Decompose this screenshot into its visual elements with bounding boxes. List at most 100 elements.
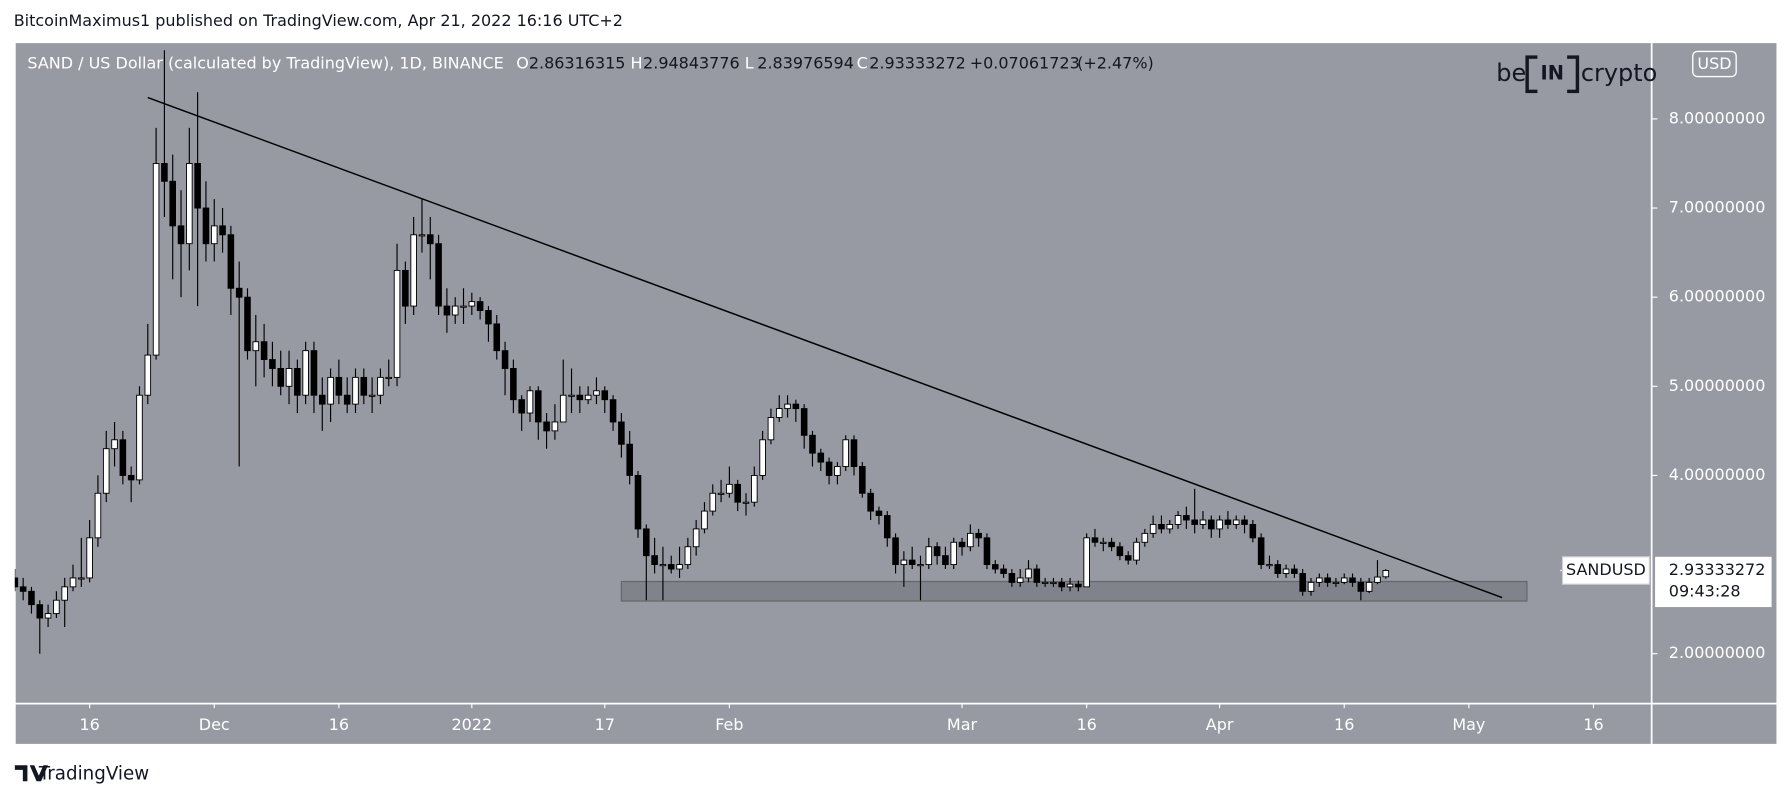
- candle-body: [1208, 519, 1215, 530]
- candle-body: [111, 439, 118, 450]
- candle-body: [310, 350, 318, 396]
- x-tick-label: Mar: [947, 715, 978, 734]
- candle-body: [651, 555, 658, 566]
- candle-body: [136, 394, 143, 481]
- candle-body: [925, 546, 933, 566]
- candle-body: [1382, 570, 1390, 578]
- candle-body: [576, 394, 584, 401]
- candle-body: [510, 368, 517, 401]
- candle-body: [933, 546, 941, 557]
- candle-body: [726, 483, 733, 494]
- candle-body: [825, 461, 833, 476]
- candle-body: [1116, 546, 1124, 557]
- candle-body: [327, 376, 334, 405]
- watermark: be IN crypto: [1496, 52, 1658, 96]
- candle-body: [269, 359, 276, 369]
- candle-body: [1133, 541, 1140, 561]
- candle-body: [1257, 537, 1265, 566]
- candle-body: [451, 305, 459, 316]
- currency-button[interactable]: [1692, 50, 1737, 78]
- trendline: [147, 96, 1503, 599]
- candle-body: [1191, 519, 1198, 525]
- candle-body: [543, 421, 550, 432]
- watermark-text: crypto: [1581, 59, 1658, 87]
- candle-body: [285, 368, 293, 387]
- candle-body: [535, 390, 542, 423]
- candle-body: [1291, 568, 1298, 574]
- support-zone: [620, 580, 1528, 602]
- legend-field-label: L: [745, 53, 754, 72]
- currency-button-label[interactable]: USD: [1697, 54, 1731, 73]
- candle-body: [277, 368, 285, 387]
- candle-body: [900, 559, 908, 566]
- legend-field-label: H: [631, 53, 643, 72]
- tradingview-logo: TradingView: [14, 763, 149, 784]
- candle-body: [908, 559, 916, 566]
- candle-body: [975, 532, 982, 539]
- candle-body: [709, 492, 717, 512]
- candle-body: [343, 394, 351, 405]
- candle-body: [1174, 515, 1182, 525]
- legend-field-value: 2.93333272: [869, 53, 966, 72]
- y-tick-label: 7.00000000: [1669, 198, 1766, 217]
- candle-body: [983, 537, 991, 566]
- legend-field-value: 2.86316315: [529, 53, 626, 72]
- legend-field-label: C: [857, 53, 868, 72]
- candle-body: [1349, 577, 1356, 583]
- y-tick-label: 6.00000000: [1669, 287, 1766, 306]
- logo-icon: [14, 765, 48, 782]
- candle-body: [1025, 568, 1032, 579]
- candle-body: [1282, 568, 1290, 574]
- candle-body: [1050, 581, 1057, 584]
- candle-body: [119, 439, 127, 476]
- candle-body: [1166, 523, 1174, 530]
- candle-body: [1066, 583, 1074, 588]
- candle-body: [177, 225, 185, 245]
- candle-body: [559, 394, 567, 423]
- candle-body: [294, 368, 301, 396]
- x-tick-label: 16: [1334, 715, 1354, 734]
- candle-body: [1374, 576, 1381, 583]
- candle-body: [593, 390, 600, 396]
- candle-body: [102, 448, 110, 494]
- candle-body: [792, 403, 800, 410]
- price-tag-name: SANDUSD: [1566, 560, 1646, 579]
- candle-body: [1224, 519, 1232, 525]
- candle-body: [1108, 541, 1115, 548]
- price-tag-countdown: 09:43:28: [1669, 582, 1741, 601]
- candle-body: [784, 403, 791, 410]
- candle-body: [618, 421, 625, 445]
- candle-body: [426, 234, 434, 245]
- candle-body: [634, 474, 642, 530]
- candle-body: [476, 301, 484, 312]
- candle-body: [1008, 573, 1016, 583]
- candle-body: [36, 604, 44, 619]
- candle-body: [526, 390, 534, 414]
- candle-body: [377, 376, 384, 396]
- candle-body: [61, 586, 68, 601]
- candle-body: [14, 577, 19, 588]
- candle-body: [1332, 581, 1340, 584]
- x-tick-label: Apr: [1206, 715, 1234, 734]
- candle-body: [859, 466, 866, 494]
- candle-body: [169, 180, 176, 227]
- candle-body: [817, 452, 825, 463]
- x-tick-label: 16: [329, 715, 349, 734]
- candle-body: [1357, 581, 1365, 592]
- candle-body: [402, 269, 409, 307]
- candle-body: [1183, 515, 1190, 521]
- candle-body: [335, 376, 343, 396]
- candle-body: [202, 207, 210, 245]
- x-tick-label: 2022: [451, 715, 492, 734]
- candle-body: [809, 434, 816, 454]
- candle-body: [1232, 519, 1240, 525]
- candle-body: [44, 613, 52, 619]
- candle-body: [942, 555, 949, 566]
- candle-body: [767, 417, 775, 441]
- candle-body: [734, 483, 741, 503]
- candle-body: [1365, 581, 1373, 592]
- candle-body: [235, 287, 243, 298]
- candle-body: [584, 394, 592, 401]
- candle-body: [485, 310, 492, 325]
